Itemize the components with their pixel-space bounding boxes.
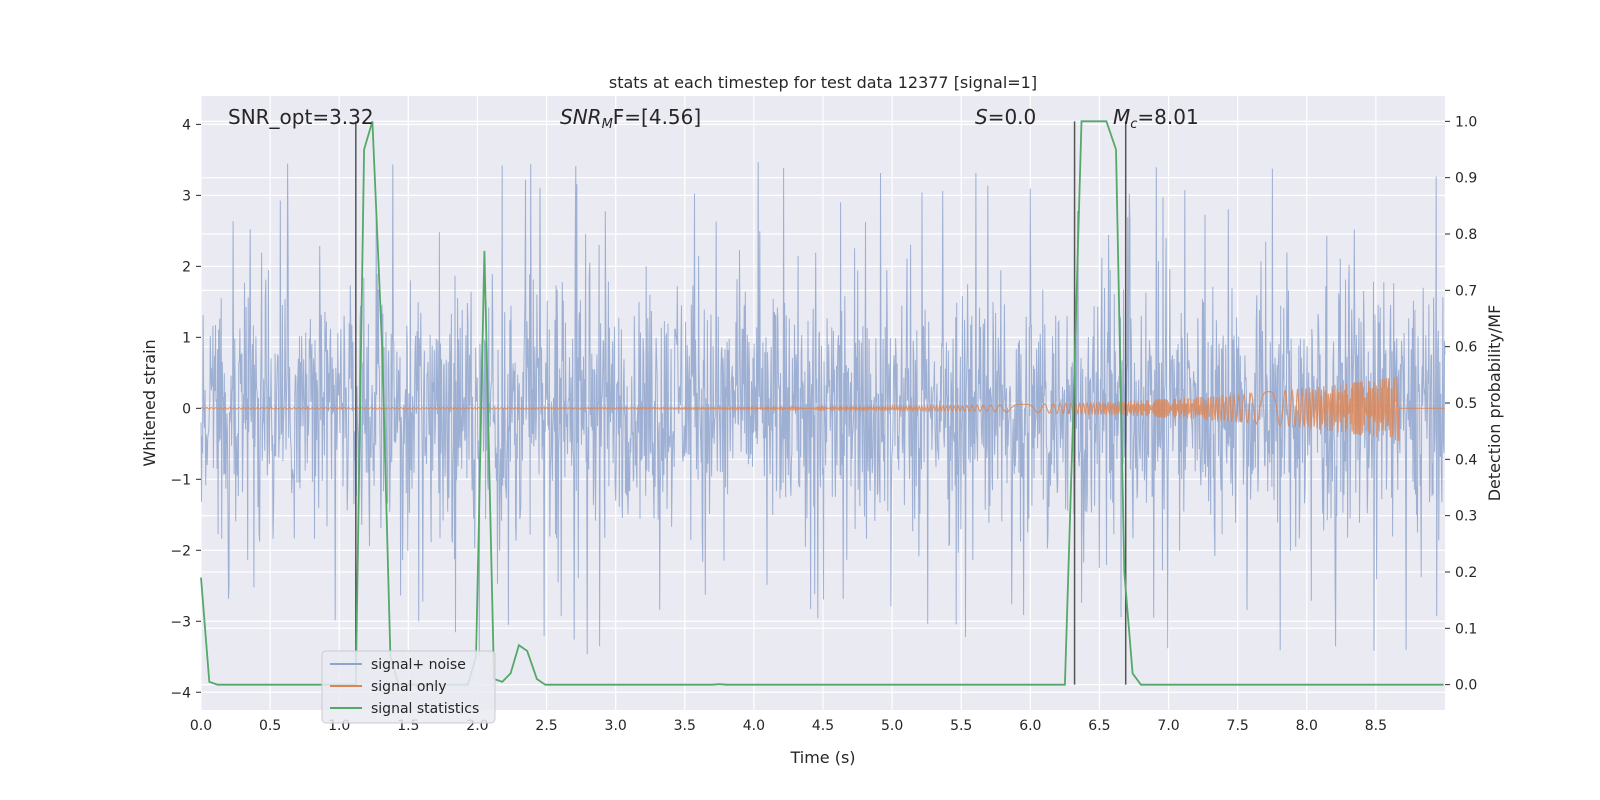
x-tick-label: 6.5: [1088, 718, 1110, 734]
y2-tick-label: 0.6: [1455, 340, 1477, 356]
annotation-mc: Mc=8.01: [1113, 105, 1199, 132]
legend: signal+ noise signal only signal statist…: [321, 650, 496, 724]
x-tick-label: 5.5: [950, 718, 972, 734]
x-tick-label: 7.0: [1157, 718, 1179, 734]
x-tick-label: 6.0: [1019, 718, 1041, 734]
x-tick-label: 5.0: [881, 718, 903, 734]
y2-tick-label: 0.5: [1455, 396, 1477, 412]
chart-title: stats at each timestep for test data 123…: [609, 73, 1037, 92]
x-tick-label: 4.0: [743, 718, 765, 734]
y-tick-label: 1: [182, 330, 191, 346]
y2-tick-label: 0.0: [1455, 678, 1477, 694]
x-tick-label: 7.5: [1227, 718, 1249, 734]
y-tick-label: 3: [182, 188, 191, 204]
y-axis-ticks: −4 −3 −2 −1 0 1 2 3 4: [170, 117, 201, 701]
x-tick-label: 4.5: [812, 718, 834, 734]
signal-statistics-series: [200, 120, 1444, 686]
x-tick-label: 3.5: [674, 718, 696, 734]
x-tick-label: 2.5: [535, 718, 557, 734]
signal-only-series: [200, 376, 1445, 441]
legend-label-signal: signal only: [371, 679, 446, 695]
legend-label-stats: signal statistics: [371, 701, 479, 717]
legend-box: [321, 650, 496, 724]
y-tick-label: 0: [182, 401, 191, 417]
y2-tick-label: 0.1: [1455, 621, 1477, 637]
y2-tick-label: 0.8: [1455, 227, 1477, 243]
annotation-s: S=0.0: [975, 105, 1036, 129]
x-axis-label: Time (s): [789, 748, 855, 767]
legend-label-noise: signal+ noise: [371, 657, 466, 673]
x-tick-label: 3.0: [605, 718, 627, 734]
y2-tick-label: 0.4: [1455, 452, 1477, 468]
x-tick-label: 8.0: [1296, 718, 1318, 734]
y-tick-label: −4: [170, 685, 191, 701]
y-tick-label: −3: [170, 614, 191, 630]
x-tick-label: 0.5: [259, 718, 281, 734]
x-axis-ticks: 0.0 0.5 1.0 1.5 2.0 2.5 3.0 3.5 4.0 4.5 5.0 5.5 6.0 6…: [190, 718, 1387, 734]
annotation-snr-mf: SNRMF=[4.56]: [560, 105, 701, 132]
y-tick-label: −2: [170, 543, 191, 559]
x-tick-label: 8.5: [1365, 718, 1387, 734]
signal-noise-series: [200, 162, 1446, 657]
y2-tick-label: 0.9: [1455, 171, 1477, 187]
y-tick-label: 2: [182, 259, 191, 275]
y2-axis-label: Detection probability/MF: [1485, 305, 1504, 502]
signal-noise-line: [200, 162, 1446, 657]
y-tick-label: −1: [170, 472, 191, 488]
signal-only-line: [200, 376, 1445, 441]
signal-statistics-line: [200, 120, 1444, 686]
y2-tick-label: 0.2: [1455, 565, 1477, 581]
y2-tick-label: 0.3: [1455, 509, 1477, 525]
x-tick-label: 0.0: [190, 718, 212, 734]
annotation-snr-opt: SNR_opt=3.32: [228, 105, 374, 129]
y-axis-label: Whitened strain: [140, 339, 159, 466]
y2-tick-label: 0.7: [1455, 283, 1477, 299]
y2-axis-ticks: 0.0 0.1 0.2 0.3 0.4 0.5 0.6 0.7 0.8 0.9 1.0: [1445, 114, 1477, 694]
y-tick-label: 4: [182, 117, 191, 133]
y2-tick-label: 1.0: [1455, 114, 1477, 130]
